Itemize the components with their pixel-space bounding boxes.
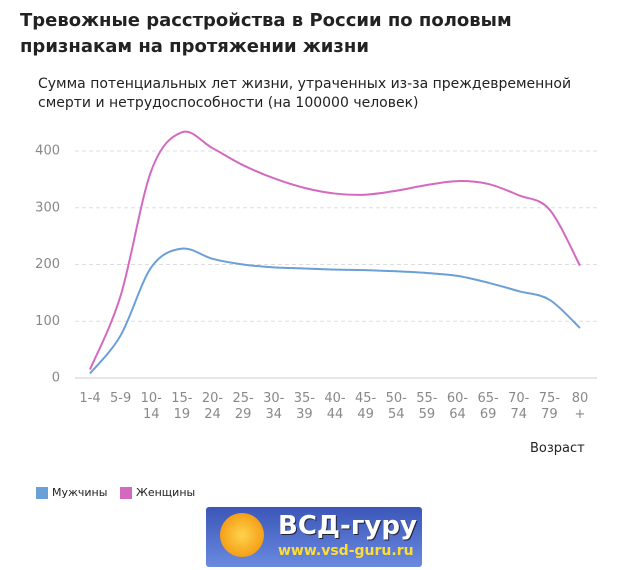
- x-tick-label: 80+: [571, 391, 589, 422]
- y-tick-label: 100: [35, 314, 60, 329]
- logo-icon: [220, 513, 264, 557]
- x-axis-title: Возраст: [530, 441, 585, 456]
- chart-subtitle: Сумма потенциальных лет жизни, утраченны…: [38, 76, 572, 111]
- y-tick-label: 200: [35, 257, 60, 272]
- x-tick-label: 65-69: [477, 391, 499, 422]
- x-tick-label: 75-79: [538, 391, 560, 422]
- legend-item: Женщины: [120, 486, 195, 499]
- legend-item: Мужчины: [36, 486, 107, 499]
- x-tick-label: 30-34: [263, 391, 285, 422]
- series-line: [89, 130, 581, 370]
- legend-swatch: [120, 486, 132, 499]
- x-tick-label: 40-44: [324, 391, 346, 422]
- x-tick-label: 55-59: [416, 391, 438, 422]
- chart-title: Тревожные расстройства в России по полов…: [20, 10, 512, 57]
- legend-swatch: [36, 486, 48, 499]
- y-tick-label: 0: [52, 371, 60, 386]
- legend-label: Мужчины: [52, 486, 108, 499]
- y-tick-label: 400: [35, 144, 60, 159]
- logo-text: ВСД-гуру: [278, 511, 417, 541]
- x-tick-label: 15-19: [171, 391, 193, 422]
- x-tick-label: 60-64: [446, 391, 469, 422]
- x-tick-label: 35-39: [293, 391, 315, 422]
- x-tick-label: 5-9: [110, 391, 132, 406]
- x-tick-label: 20-24: [201, 391, 224, 422]
- x-tick-label: 10-14: [140, 391, 162, 422]
- logo: ВСД-гуру www.vsd-guru.ru: [206, 507, 422, 567]
- logo-url: www.vsd-guru.ru: [278, 543, 414, 559]
- series-line: [89, 247, 581, 375]
- x-tick-label: 25-29: [232, 391, 254, 422]
- y-tick-label: 300: [35, 200, 60, 215]
- x-tick-label: 50-54: [385, 391, 407, 422]
- legend-label: Женщины: [136, 486, 196, 499]
- x-tick-label: 45-49: [355, 391, 377, 422]
- x-tick-label: 70-74: [508, 391, 530, 422]
- x-tick-label: 1-4: [79, 391, 101, 406]
